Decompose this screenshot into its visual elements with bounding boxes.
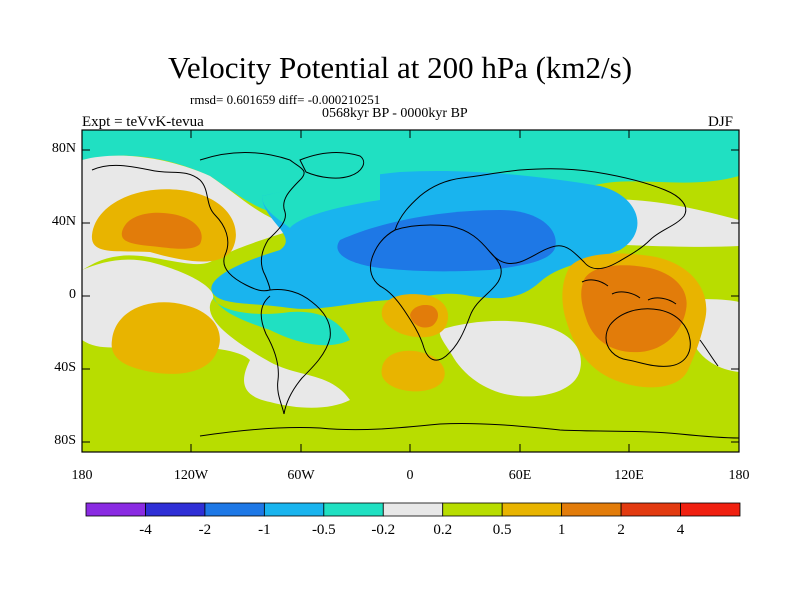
colorbar-label: -4: [139, 522, 152, 538]
africa-asia-strong-negative: [337, 210, 556, 272]
lat-label-40s: 40S: [54, 360, 76, 375]
lon-label-120w: 120W: [173, 468, 209, 483]
north-atlantic-weak-negative: [262, 172, 380, 228]
colorbar-swatch: [680, 502, 741, 517]
colorbar-swatch: [145, 502, 206, 517]
central-africa-strong-positive: [410, 305, 438, 328]
colorbar-swatch: [204, 502, 265, 517]
lat-label-0: 0: [69, 287, 76, 302]
colorbar-swatch: [323, 502, 384, 517]
lat-label-40n: 40N: [51, 214, 76, 229]
australia-coast: [605, 308, 691, 367]
lon-label-180w: 180: [71, 468, 93, 483]
colorbar-swatch: [263, 502, 325, 517]
colorbar-label: 2: [617, 522, 625, 538]
colorbar-label: 1: [557, 522, 566, 538]
lon-label-60e: 60E: [508, 468, 532, 483]
colorbar-swatch: [85, 502, 146, 517]
season-label: DJF: [708, 114, 734, 130]
lat-label-80s: 80S: [54, 433, 76, 448]
north-america-east-coast: [199, 152, 305, 291]
colorbar-swatch: [561, 502, 622, 517]
colorbar: [85, 502, 741, 517]
south-pacific-positive: [111, 302, 220, 374]
colorbar-swatch: [501, 502, 563, 517]
colorbar-swatch: [382, 502, 444, 517]
map-field: [82, 130, 739, 452]
plot-title: Velocity Potential at 200 hPa (km2/s): [167, 50, 633, 85]
colorbar-label: 0.5: [492, 522, 512, 538]
colorbar-label: -2: [198, 522, 212, 538]
greenland-coast: [299, 152, 365, 179]
colorbar-label: -0.5: [311, 522, 336, 538]
south-america-weak-negative: [211, 292, 350, 346]
south-america-west-coast: [260, 295, 285, 415]
lon-ticks: [190, 130, 630, 452]
new-zealand-coast: [699, 339, 719, 367]
south-america-coast: [269, 289, 331, 415]
antarctica-coast: [199, 422, 739, 439]
africa-coast: [369, 224, 502, 361]
stats-line: rmsd= 0.601659 diff= -0.000210251: [190, 92, 381, 107]
north-pacific-strong-positive: [121, 212, 202, 249]
coastlines: [91, 152, 739, 439]
lat-label-80n: 80N: [51, 141, 76, 156]
lon-label-0: 0: [406, 468, 414, 483]
lat-ticks: [82, 149, 739, 443]
south-atlantic-positive: [381, 350, 445, 392]
lon-label-120e: 120E: [614, 468, 644, 483]
colorbar-swatch: [442, 502, 503, 517]
south-atlantic-neutral: [439, 320, 581, 397]
experiment-label: Expt = teVvK-tevua: [82, 114, 204, 130]
colorbar-swatch: [620, 502, 681, 517]
colorbar-label: 0.2: [433, 522, 453, 538]
eurasia-coast: [394, 168, 687, 270]
lon-label-180e: 180: [728, 468, 750, 483]
colorbar-label: -0.2: [371, 522, 396, 538]
lon-label-60w: 60W: [287, 468, 315, 483]
period-label: 0568kyr BP - 0000kyr BP: [322, 106, 468, 121]
colorbar-label: -1: [258, 522, 271, 538]
maritime-islands: [581, 279, 677, 305]
colorbar-label: 4: [676, 522, 685, 538]
north-america-west-coast: [91, 164, 271, 292]
